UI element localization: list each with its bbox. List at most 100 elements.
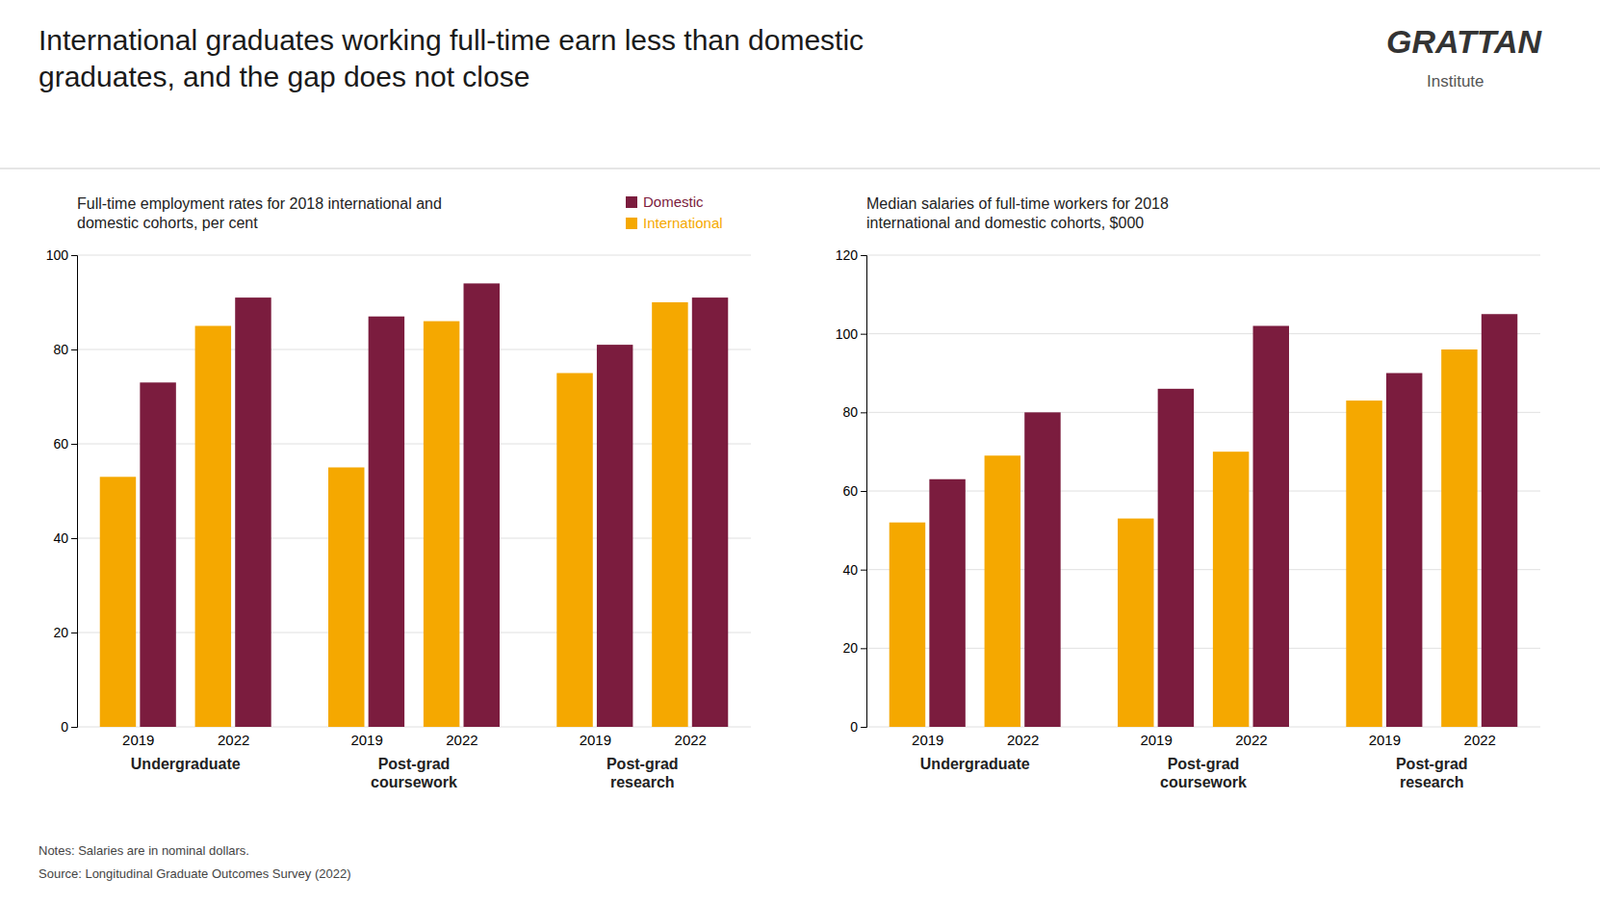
bars (889, 313, 1519, 727)
y-tick-mark (860, 726, 867, 728)
text-line: domestic cohorts, per cent (77, 214, 259, 232)
y-tick: 40 (842, 562, 867, 578)
grid-line (866, 490, 1541, 492)
bar (423, 321, 460, 727)
y-tick-label: 120 (835, 247, 859, 263)
grid-line (77, 538, 751, 540)
chart-title: Full-time employment rates for 2018 inte… (77, 195, 442, 232)
y-tick-label: 20 (52, 624, 69, 641)
x-tick: 2019 (579, 726, 612, 749)
y-tick: 0 (850, 719, 867, 735)
x-tick: 2019 (122, 726, 155, 749)
x-tick-label: 2022 (1464, 731, 1497, 749)
y-tick-label: 60 (842, 483, 858, 499)
y-tick: 100 (835, 326, 867, 342)
grid-line (77, 632, 751, 634)
chart: 020406080100201920222019202220192022Unde… (46, 193, 751, 791)
bar (1024, 412, 1060, 727)
y-tick-label: 0 (60, 719, 69, 735)
group-label: Undergraduate (920, 755, 1031, 773)
y-tick-label: 100 (46, 247, 70, 263)
x-tick: 2019 (350, 726, 383, 749)
y-axis-line (71, 256, 78, 728)
x-tick-label: 2019 (1139, 731, 1172, 749)
grid-line (866, 333, 1541, 335)
y-tick-label: 100 (835, 326, 859, 342)
bar (1481, 313, 1518, 727)
y-tick-mark (71, 726, 78, 728)
x-tick-label: 2019 (579, 731, 612, 749)
grid-line (866, 255, 1541, 257)
y-axis-line (860, 256, 868, 728)
legend-label: Domestic (643, 193, 704, 210)
y-tick-mark (71, 443, 78, 445)
text-line: Post-grad (606, 755, 679, 773)
y-tick: 20 (842, 640, 867, 656)
y-tick: 120 (835, 247, 867, 263)
bar (556, 373, 593, 728)
y-tick-mark (860, 647, 867, 649)
bar (984, 455, 1021, 727)
bars (100, 283, 729, 727)
x-tick: 2022 (1464, 726, 1497, 749)
y-tick-mark (860, 569, 867, 571)
bar (1117, 518, 1154, 727)
y-tick-mark (71, 255, 78, 257)
notes: Notes: Salaries are in nominal dollars. (38, 843, 250, 858)
bar (596, 344, 633, 727)
y-tick-label: 20 (842, 640, 858, 656)
grid (866, 255, 1541, 727)
x-tick: 2022 (1235, 726, 1267, 749)
text-line: Full-time employment rates for 2018 inte… (77, 195, 442, 212)
y-tick-mark (71, 632, 78, 634)
y-tick: 100 (46, 247, 78, 263)
x-tick: 2022 (445, 726, 478, 749)
y-tick-mark (860, 334, 867, 336)
bar (1158, 388, 1194, 727)
y-tick-label: 60 (52, 436, 69, 452)
text-line: Undergraduate (920, 755, 1031, 773)
x-tick: 2019 (1368, 726, 1401, 749)
x-tick-label: 2022 (1006, 731, 1039, 749)
source: Source: Longitudinal Graduate Outcomes S… (38, 866, 351, 881)
chart-title: Median salaries of full-time workers for… (866, 195, 1169, 232)
x-tick-label: 2022 (1235, 731, 1267, 749)
logo-text: GRATTAN (1386, 23, 1544, 60)
bar (234, 297, 271, 727)
y-tick-mark (860, 412, 867, 413)
bar (1386, 373, 1422, 728)
y-tick-label: 40 (52, 530, 69, 546)
legend-label: International (643, 214, 723, 232)
y-tick: 60 (842, 483, 867, 499)
text-line: coursework (1160, 774, 1247, 791)
text-line: Post-grad (1395, 755, 1469, 773)
bar (692, 297, 728, 727)
group-label: Post-gradresearch (1395, 755, 1469, 791)
x-tick-label: 2019 (911, 731, 944, 749)
grid-line (77, 349, 751, 351)
y-tick-label: 80 (842, 404, 858, 420)
y-tick: 60 (52, 436, 78, 452)
y-tick: 80 (842, 404, 867, 420)
x-tick: 2022 (674, 726, 707, 749)
bar (1441, 349, 1477, 727)
bar (139, 382, 176, 727)
text-line: Post-grad (378, 755, 451, 773)
y-tick-mark (860, 490, 867, 492)
grid (77, 255, 751, 727)
x-tick-label: 2022 (674, 731, 707, 749)
bar (1345, 400, 1382, 727)
x-tick: 2022 (1006, 726, 1039, 749)
y-tick: 20 (52, 624, 78, 641)
bar (368, 316, 405, 727)
text-line: research (610, 774, 675, 791)
y-tick: 80 (52, 341, 78, 358)
text-line: coursework (370, 774, 458, 791)
bar (1212, 451, 1249, 727)
x-tick-label: 2019 (122, 731, 155, 749)
figure: International graduates working full-tim… (0, 0, 1600, 904)
y-tick: 40 (52, 530, 78, 546)
y-tick-label: 80 (52, 341, 69, 358)
x-tick: 2019 (911, 726, 944, 749)
bar (1253, 326, 1290, 728)
